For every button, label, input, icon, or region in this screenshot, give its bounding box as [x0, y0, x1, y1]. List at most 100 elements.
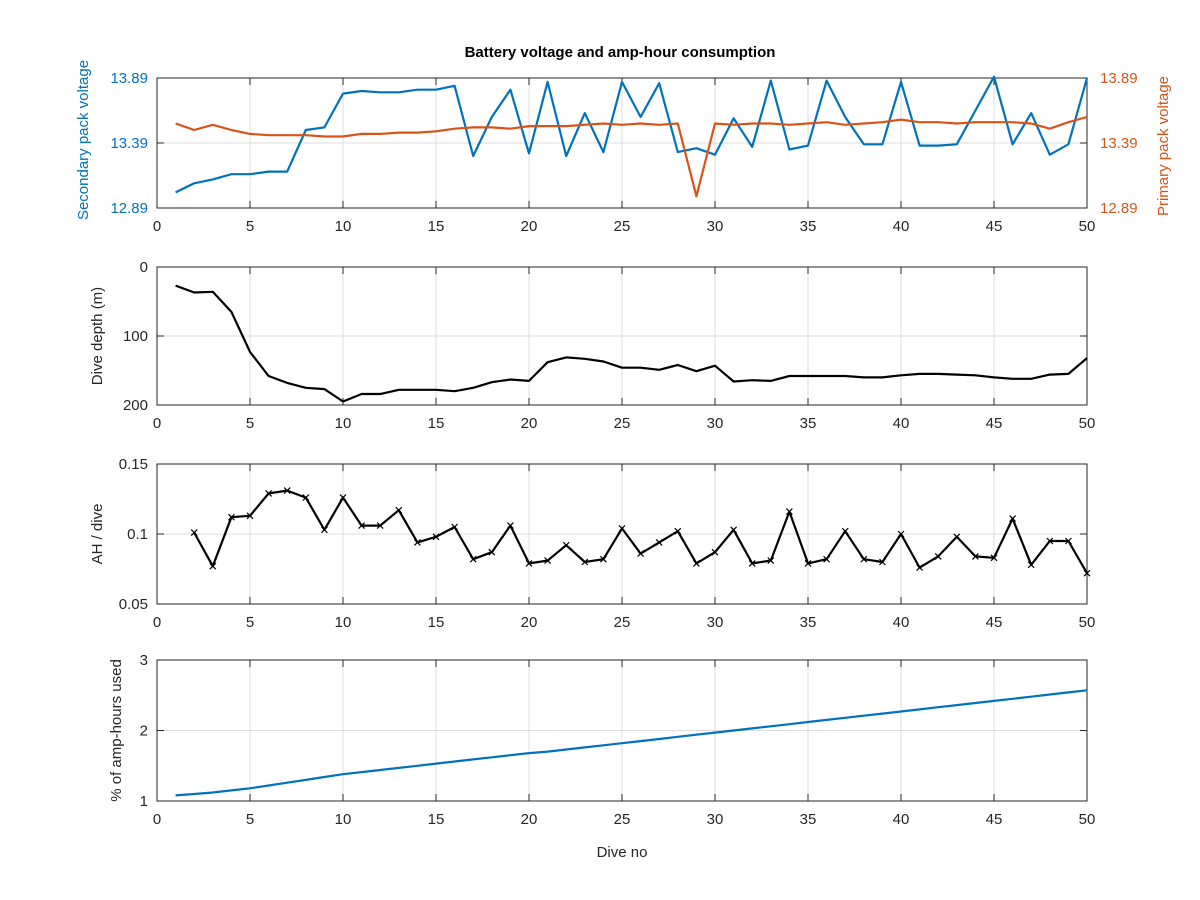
x-tick-label: 25 [614, 218, 631, 235]
data-point-marker [432, 533, 440, 541]
data-point-marker [674, 527, 682, 535]
data-point-marker [246, 512, 254, 520]
data-point-marker [692, 559, 700, 567]
x-tick-label: 35 [800, 218, 817, 235]
x-tick-label: 30 [707, 614, 724, 631]
x-tick-label: 25 [614, 811, 631, 828]
x-tick-label: 20 [521, 614, 538, 631]
data-point-marker [488, 548, 496, 556]
data-point-marker [748, 559, 756, 567]
series-line [175, 689, 1088, 797]
x-tick-label: 50 [1079, 218, 1096, 235]
x-tick-label: 5 [246, 811, 254, 828]
x-tick-label: 15 [428, 811, 445, 828]
ah-per-dive-panel: 0 5 10 15 20 25 30 35 40 45 50 0.05 0.1 0.15 AH / dive [89, 456, 1095, 631]
x-tick-label: 45 [986, 218, 1003, 235]
x-tick-label: 0 [153, 614, 161, 631]
data-point-marker [767, 557, 775, 565]
x-tick-label: 40 [893, 218, 910, 235]
x-tick-label: 30 [707, 811, 724, 828]
data-point-marker [934, 552, 942, 560]
data-point-marker [1009, 515, 1017, 523]
data-point-marker [376, 522, 384, 530]
data-point-marker [451, 523, 459, 531]
chart-title: Battery voltage and amp-hour consumption [465, 44, 776, 61]
x-tick-label: 5 [246, 415, 254, 432]
data-point-marker [953, 533, 961, 541]
data-point-marker [209, 562, 217, 570]
x-tick-label: 10 [335, 614, 352, 631]
y-tick-label: 2 [140, 723, 148, 740]
y-right-tick-label: 12.89 [1100, 200, 1138, 217]
data-point-marker [785, 508, 793, 516]
series-line [193, 489, 1088, 574]
data-point-marker [990, 554, 998, 562]
y-tick-label: 200 [123, 397, 148, 414]
data-point-marker [897, 530, 905, 538]
data-point-marker [544, 557, 552, 565]
data-point-marker [302, 494, 310, 502]
data-point-marker [730, 526, 738, 534]
x-tick-label: 0 [153, 415, 161, 432]
data-point-marker [878, 558, 886, 566]
data-point-marker [618, 524, 626, 532]
y-tick-label: 13.89 [110, 70, 148, 87]
data-point-marker [265, 489, 273, 497]
y-tick-label: 13.39 [110, 135, 148, 152]
y-tick-label: 3 [140, 652, 148, 669]
secondary-pack-voltage-line [175, 75, 1089, 194]
x-tick-label: 35 [800, 614, 817, 631]
x-axis-label: Dive no [597, 844, 648, 861]
x-tick-label: 45 [986, 415, 1003, 432]
x-tick-label: 25 [614, 614, 631, 631]
y-axis-label: % of amp-hours used [108, 659, 125, 802]
x-tick-label: 35 [800, 811, 817, 828]
data-point-marker [227, 513, 235, 521]
x-tick-label: 20 [521, 811, 538, 828]
data-point-marker [971, 552, 979, 560]
depth-panel: 0 5 10 15 20 25 30 35 40 45 50 0 100 200 Dive depth (m… [89, 259, 1095, 432]
primary-pack-voltage-line [175, 115, 1088, 198]
data-point-marker [320, 526, 328, 534]
x-tick-label: 0 [153, 218, 161, 235]
x-tick-label: 15 [428, 218, 445, 235]
x-tick-label: 20 [521, 415, 538, 432]
x-tick-label: 30 [707, 218, 724, 235]
data-point-marker [581, 558, 589, 566]
y-tick-label: 0.05 [119, 596, 148, 613]
y-axis-label-left: Secondary pack voltage [75, 60, 92, 220]
data-point-marker [525, 559, 533, 567]
x-tick-label: 45 [986, 614, 1003, 631]
x-tick-label: 15 [428, 614, 445, 631]
data-point-marker [469, 555, 477, 563]
x-tick-label: 10 [335, 811, 352, 828]
data-point-marker [506, 522, 514, 530]
y-tick-label: 12.89 [110, 200, 148, 217]
data-point-marker [283, 487, 291, 495]
x-tick-label: 40 [893, 614, 910, 631]
data-point-marker [358, 522, 366, 530]
data-point-marker [562, 541, 570, 549]
data-point-marker [841, 527, 849, 535]
x-tick-label: 5 [246, 218, 254, 235]
x-tick-label: 10 [335, 415, 352, 432]
data-point-marker [860, 555, 868, 563]
data-point-marker [711, 548, 719, 556]
x-tick-label: 45 [986, 811, 1003, 828]
x-tick-label: 40 [893, 811, 910, 828]
x-tick-label: 25 [614, 415, 631, 432]
amp-hours-used-panel: 0 5 10 15 20 25 30 35 40 45 50 1 2 3 % of amp-hours us… [108, 652, 1095, 861]
x-tick-label: 0 [153, 811, 161, 828]
data-point-marker [599, 555, 607, 563]
y-right-tick-label: 13.89 [1100, 70, 1138, 87]
data-point-marker [823, 555, 831, 563]
data-point-marker [190, 529, 198, 537]
data-point-marker [1046, 537, 1054, 545]
x-tick-label: 15 [428, 415, 445, 432]
x-tick-label: 35 [800, 415, 817, 432]
y-tick-label: 0 [140, 259, 148, 276]
y-axis-label: Dive depth (m) [89, 287, 106, 385]
y-tick-label: 1 [140, 793, 148, 810]
